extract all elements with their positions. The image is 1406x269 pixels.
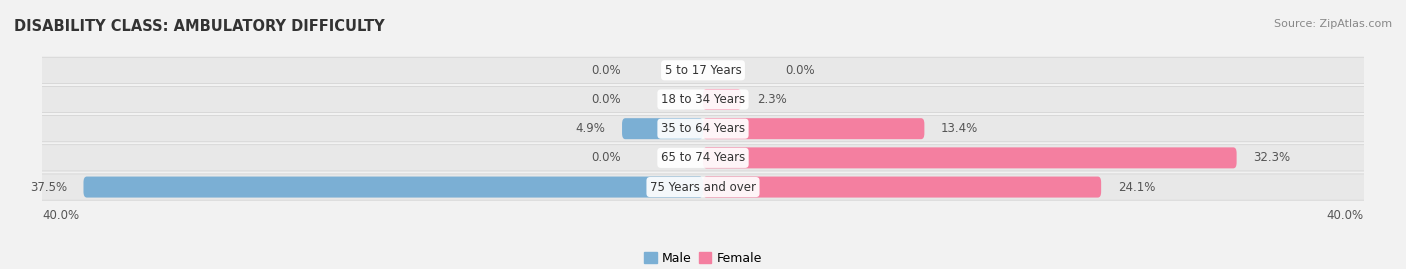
- FancyBboxPatch shape: [703, 176, 1101, 197]
- FancyBboxPatch shape: [703, 147, 1237, 168]
- FancyBboxPatch shape: [37, 57, 1369, 83]
- Text: 5 to 17 Years: 5 to 17 Years: [665, 64, 741, 77]
- Text: 37.5%: 37.5%: [30, 180, 67, 194]
- FancyBboxPatch shape: [83, 176, 703, 197]
- FancyBboxPatch shape: [37, 174, 1369, 200]
- Text: 2.3%: 2.3%: [758, 93, 787, 106]
- Text: 0.0%: 0.0%: [591, 151, 620, 164]
- Legend: Male, Female: Male, Female: [644, 252, 762, 265]
- Text: 40.0%: 40.0%: [1327, 209, 1364, 222]
- Text: 0.0%: 0.0%: [591, 64, 620, 77]
- Text: 13.4%: 13.4%: [941, 122, 979, 135]
- FancyBboxPatch shape: [621, 118, 703, 139]
- Text: 24.1%: 24.1%: [1118, 180, 1156, 194]
- Text: 35 to 64 Years: 35 to 64 Years: [661, 122, 745, 135]
- FancyBboxPatch shape: [37, 116, 1369, 142]
- FancyBboxPatch shape: [37, 86, 1369, 113]
- FancyBboxPatch shape: [37, 145, 1369, 171]
- Text: 18 to 34 Years: 18 to 34 Years: [661, 93, 745, 106]
- Text: Source: ZipAtlas.com: Source: ZipAtlas.com: [1274, 19, 1392, 29]
- Text: 75 Years and over: 75 Years and over: [650, 180, 756, 194]
- FancyBboxPatch shape: [703, 89, 741, 110]
- Text: 40.0%: 40.0%: [42, 209, 79, 222]
- Text: 0.0%: 0.0%: [786, 64, 815, 77]
- Text: 65 to 74 Years: 65 to 74 Years: [661, 151, 745, 164]
- Text: 32.3%: 32.3%: [1253, 151, 1291, 164]
- Text: 4.9%: 4.9%: [575, 122, 606, 135]
- Text: 0.0%: 0.0%: [591, 93, 620, 106]
- Text: DISABILITY CLASS: AMBULATORY DIFFICULTY: DISABILITY CLASS: AMBULATORY DIFFICULTY: [14, 19, 385, 34]
- FancyBboxPatch shape: [703, 118, 924, 139]
